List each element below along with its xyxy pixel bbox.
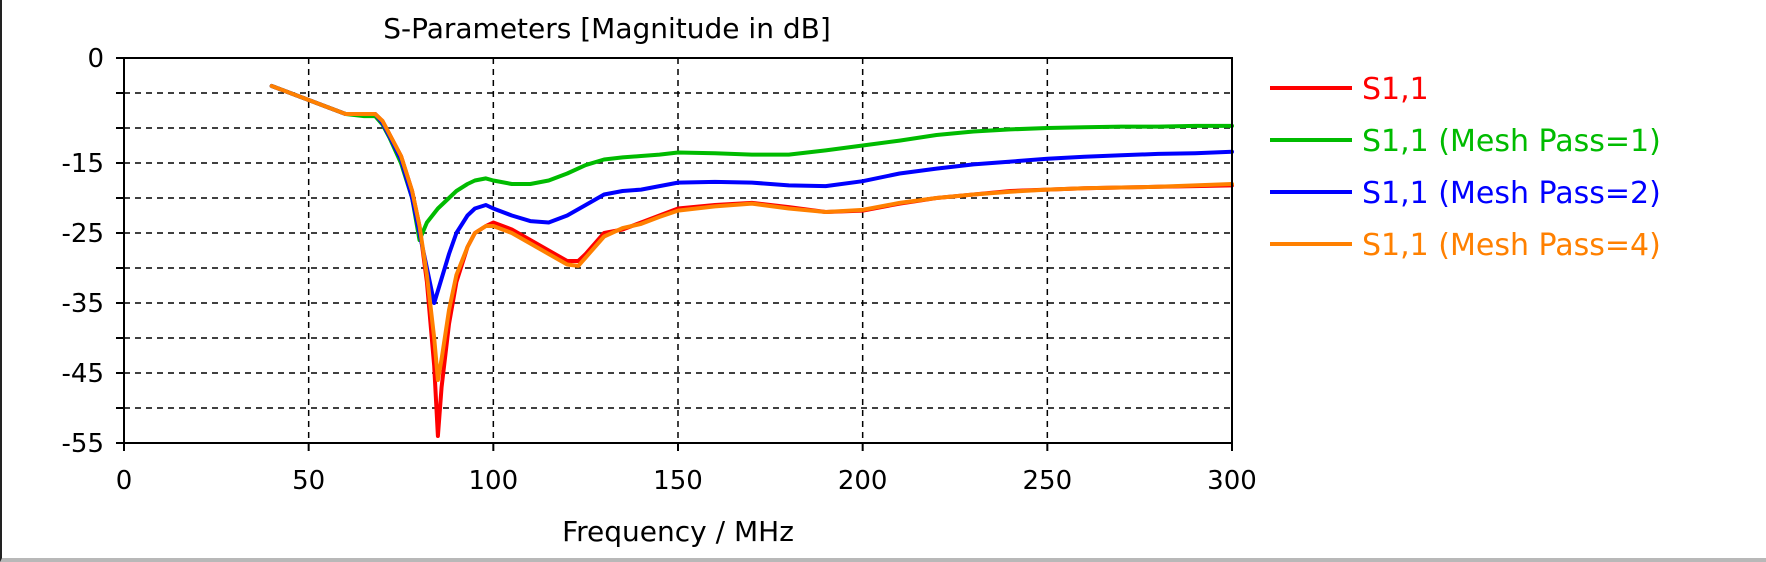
series-line-3 — [269, 84, 1234, 305]
legend-label: S1,1 (Mesh Pass=1) — [1362, 124, 1661, 159]
x-tick-label: 150 — [653, 466, 703, 496]
legend-label: S1,1 (Mesh Pass=2) — [1362, 176, 1661, 211]
legend-label: S1,1 — [1362, 72, 1429, 107]
x-axis-label: Frequency / MHz — [562, 515, 794, 548]
legend-label: S1,1 (Mesh Pass=4) — [1362, 228, 1661, 263]
x-tick-label: 300 — [1207, 466, 1257, 496]
y-tick-label: -15 — [62, 149, 104, 179]
y-tick-label: 0 — [87, 44, 104, 74]
series-line-4 — [269, 84, 1234, 382]
series-line-1 — [269, 84, 1234, 438]
y-tick-label: -55 — [62, 429, 104, 459]
chart-title: S-Parameters [Magnitude in dB] — [383, 12, 831, 45]
y-tick-label: -35 — [62, 289, 104, 319]
x-tick-label: 0 — [116, 466, 133, 496]
series-lines — [269, 84, 1234, 438]
grid — [124, 58, 1232, 443]
y-tick-label: -45 — [62, 359, 104, 389]
x-tick-label: 100 — [469, 466, 519, 496]
x-tick-label: 50 — [292, 466, 325, 496]
x-tick-label: 250 — [1023, 466, 1073, 496]
axis-ticks: 0 50 100 150 200 250 300 0 -15 -25 -35 -45 -55 — [62, 44, 1257, 496]
y-tick-label: -25 — [62, 219, 104, 249]
legend: S1,1 S1,1 (Mesh Pass=1) S1,1 (Mesh Pass=2)… — [1270, 72, 1661, 263]
x-tick-label: 200 — [838, 466, 888, 496]
